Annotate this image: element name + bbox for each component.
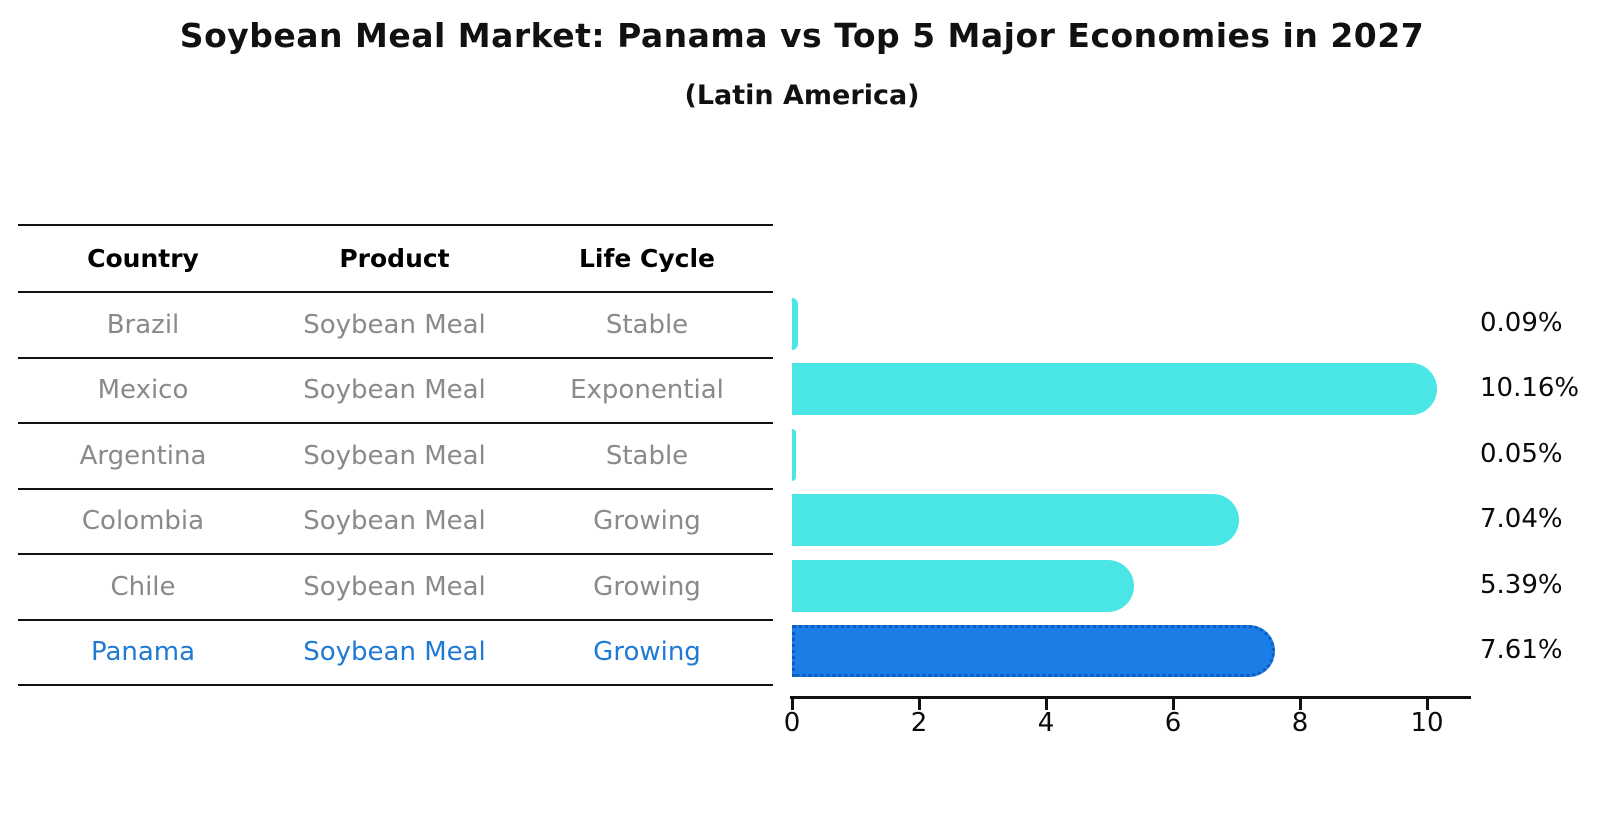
product-cell: Soybean Meal <box>303 506 486 537</box>
bar-chile <box>792 559 1135 612</box>
x-axis-line <box>790 696 1471 699</box>
x-axis-tick <box>1298 699 1302 710</box>
x-axis-tick <box>1425 699 1429 710</box>
table-row-panama: Panama Soybean Meal Growing <box>18 621 773 686</box>
country-table: Country Product Life Cycle Brazil Soybea… <box>18 224 773 686</box>
life-cycle-cell: Growing <box>593 506 701 537</box>
table-row-colombia: Colombia Soybean Meal Growing <box>18 490 773 555</box>
life-cycle-cell: Stable <box>605 309 689 340</box>
value-label-chile: 5.39% <box>1480 570 1563 600</box>
life-cycle-cell: Exponential <box>570 375 724 406</box>
table-row-brazil: Brazil Soybean Meal Stable <box>18 293 773 359</box>
product-cell: Soybean Meal <box>303 571 486 602</box>
x-tick-label-0: 0 <box>783 708 801 738</box>
table-row-chile: Chile Soybean Meal Growing <box>18 555 773 621</box>
life-cycle-cell: Stable <box>605 440 689 471</box>
x-tick-label-4: 4 <box>1037 708 1055 738</box>
product-cell: Soybean Meal <box>303 309 486 340</box>
country-cell: Brazil <box>106 309 180 340</box>
x-axis-tick <box>1044 699 1048 710</box>
table-row-mexico: Mexico Soybean Meal Exponential <box>18 359 773 424</box>
bar-panama <box>792 625 1276 677</box>
bar-argentina <box>792 428 796 481</box>
bar-brazil <box>792 297 798 350</box>
col-header-country: Country <box>87 244 199 273</box>
x-tick-label-2: 2 <box>910 708 928 738</box>
table-row-argentina: Argentina Soybean Meal Stable <box>18 424 773 490</box>
country-cell: Panama <box>90 637 196 668</box>
product-cell: Soybean Meal <box>303 375 486 406</box>
country-cell: Mexico <box>97 375 189 406</box>
value-label-colombia: 7.04% <box>1480 504 1563 534</box>
value-label-argentina: 0.05% <box>1480 439 1563 469</box>
x-axis-tick <box>790 699 794 710</box>
product-cell: Soybean Meal <box>303 637 486 668</box>
col-header-life-cycle: Life Cycle <box>578 244 716 273</box>
x-tick-label-10: 10 <box>1410 708 1444 738</box>
bar-colombia <box>792 494 1240 546</box>
life-cycle-cell: Growing <box>593 571 701 602</box>
country-cell: Chile <box>110 571 176 602</box>
col-header-product: Product <box>339 244 450 273</box>
table-header-row: Country Product Life Cycle <box>18 226 773 293</box>
bar-mexico <box>792 363 1438 415</box>
value-label-mexico: 10.16% <box>1480 373 1580 403</box>
chart-title: Soybean Meal Market: Panama vs Top 5 Maj… <box>179 16 1425 55</box>
value-label-brazil: 0.09% <box>1480 308 1563 338</box>
country-cell: Argentina <box>79 440 207 471</box>
x-axis-tick <box>1171 699 1175 710</box>
x-tick-label-8: 8 <box>1291 708 1309 738</box>
country-cell: Colombia <box>81 506 205 537</box>
chart-subtitle: (Latin America) <box>684 80 920 111</box>
life-cycle-cell: Growing <box>593 637 701 668</box>
product-cell: Soybean Meal <box>303 440 486 471</box>
x-tick-label-6: 6 <box>1164 708 1182 738</box>
value-label-panama: 7.61% <box>1480 635 1563 665</box>
x-axis-tick <box>917 699 921 710</box>
